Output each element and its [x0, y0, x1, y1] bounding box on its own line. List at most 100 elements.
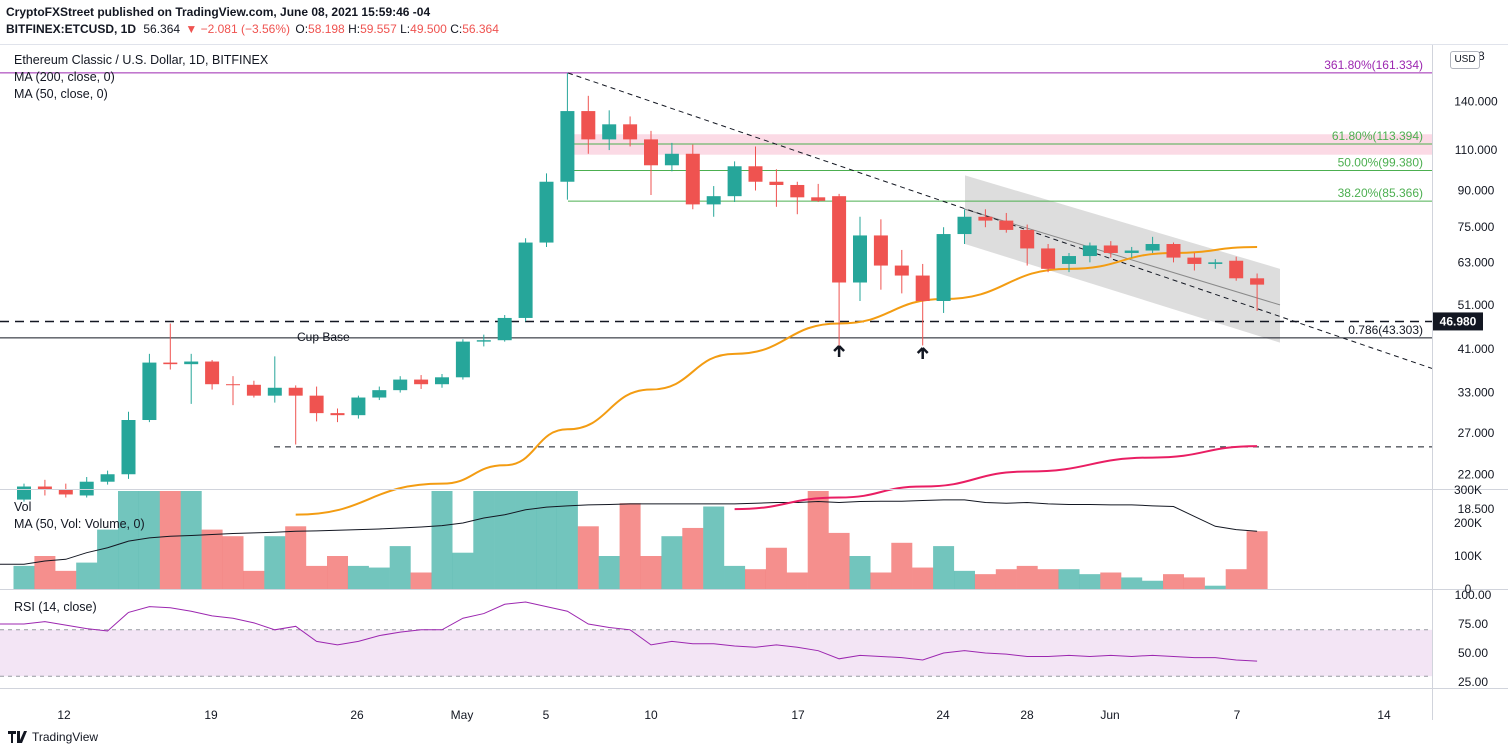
volume-bar — [243, 570, 265, 589]
candle — [497, 315, 512, 342]
candle-body — [999, 220, 1014, 230]
price-tick-label: 90.000 — [1458, 183, 1495, 197]
x-tick-label: 24 — [936, 708, 950, 722]
ma50-legend[interactable]: MA (50, close, 0) — [14, 87, 108, 101]
volume-bar — [201, 529, 223, 589]
candle — [1166, 242, 1181, 263]
volume-bar — [264, 536, 286, 589]
candle-body — [17, 486, 31, 500]
candle-body — [873, 235, 888, 266]
candle — [330, 408, 345, 423]
candle — [17, 483, 31, 502]
candle-body — [623, 124, 638, 140]
candle-body — [727, 166, 742, 197]
x-tick-label: 26 — [350, 708, 364, 722]
candle-body — [602, 124, 617, 140]
volume-bar — [1246, 531, 1268, 589]
candle-body — [581, 111, 596, 140]
price-tick-label: 63.000 — [1458, 255, 1495, 269]
candle — [769, 169, 784, 207]
footer-brand: TradingView — [8, 730, 98, 744]
volume-bar — [473, 491, 495, 589]
publisher-line: CryptoFXStreet published on TradingView.… — [6, 5, 430, 19]
x-tick-label: 7 — [1234, 708, 1241, 722]
ma50-line — [295, 245, 1258, 516]
vol-ma-legend[interactable]: MA (50, Vol: Volume, 0) — [14, 517, 145, 531]
candle-body — [915, 275, 930, 301]
price-tick-label: 140.000 — [1454, 95, 1498, 109]
price-tick-label: 41.000 — [1458, 342, 1495, 356]
volume-bar — [55, 570, 77, 589]
x-tick-label: Jun — [1100, 708, 1119, 722]
candle-body — [832, 196, 847, 283]
volume-bar — [1058, 569, 1080, 589]
candle — [455, 339, 470, 380]
volume-bar — [1142, 580, 1164, 589]
price-badge-bg — [1433, 312, 1483, 331]
publisher-name: CryptoFXStreet published on TradingView.… — [6, 5, 431, 19]
candle — [1145, 236, 1160, 253]
x-tick-label: 19 — [204, 708, 218, 722]
candle-body — [1208, 262, 1223, 264]
candle-body — [978, 216, 993, 221]
ohlc-line: BITFINEX:ETCUSD, 1D 56.364 ▼ −2.081 (−3.… — [6, 22, 499, 36]
volume-bar — [138, 491, 160, 589]
candle-body — [1041, 248, 1056, 269]
candle — [790, 181, 805, 215]
x-tick-label: 28 — [1020, 708, 1034, 722]
volume-bar — [933, 546, 955, 589]
candle — [1229, 256, 1244, 281]
vol-legend[interactable]: Vol — [14, 500, 32, 514]
chart-title: Ethereum Classic / U.S. Dollar, 1D, BITF… — [14, 53, 269, 67]
brand-label: TradingView — [32, 730, 99, 744]
volume-bar — [118, 491, 139, 589]
candle-body — [37, 486, 52, 490]
candle-body — [1062, 256, 1076, 264]
volume-bar — [1100, 572, 1122, 589]
volume-bar — [1037, 569, 1059, 589]
candle-body — [644, 139, 658, 166]
volume-bar — [410, 572, 432, 589]
tradingview-logo-icon — [8, 731, 28, 743]
volume-bar — [598, 556, 620, 589]
candle — [539, 173, 554, 247]
candle-body — [372, 390, 387, 398]
volume-bar — [640, 556, 662, 589]
open-label: O: — [295, 22, 309, 36]
volume-bar — [431, 491, 453, 589]
candle-body — [226, 384, 240, 386]
candle — [1041, 244, 1056, 273]
volume-bar — [368, 567, 390, 589]
up-arrow-icon — [916, 347, 929, 359]
candle — [1124, 246, 1139, 258]
volume-bar — [912, 567, 934, 589]
fib-levels: 361.80%(161.334) 61.80%(113.394) 50.00%(99… — [0, 58, 1432, 339]
channel-midline — [964, 208, 1281, 306]
candle — [811, 183, 826, 203]
candle-body — [393, 379, 408, 391]
descending-channel — [965, 175, 1280, 343]
candle — [1062, 252, 1076, 273]
volume-bar — [828, 532, 850, 589]
ma200-legend[interactable]: MA (200, close, 0) — [14, 70, 115, 84]
candle-body — [205, 361, 220, 385]
candle — [372, 386, 387, 401]
candle-body — [853, 235, 867, 283]
candle — [121, 411, 136, 479]
candles — [17, 72, 1265, 502]
candle-body — [414, 379, 429, 385]
volume-bar — [389, 546, 411, 589]
price-tick-label: 22.000 — [1458, 467, 1495, 481]
volume-bar — [661, 536, 683, 589]
price-badge-label: 46.980 — [1440, 314, 1477, 328]
volume-bars — [0, 491, 1268, 589]
volume-bar — [306, 565, 328, 589]
rsi-legend[interactable]: RSI (14, close) — [14, 600, 97, 614]
candle — [1082, 242, 1097, 263]
fib-label: 0.786(43.303) — [1348, 323, 1423, 337]
candle-body — [685, 153, 700, 205]
currency-badge[interactable]: USD — [1450, 51, 1480, 69]
volume-bar — [97, 529, 119, 589]
candle — [915, 263, 930, 346]
